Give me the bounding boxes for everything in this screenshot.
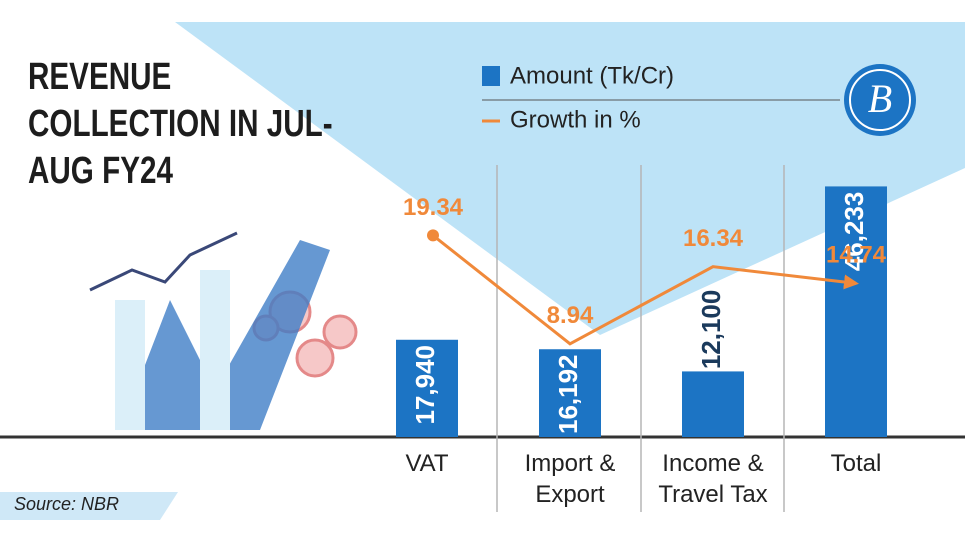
value-label: 14.74 (826, 242, 887, 269)
value-label: 16,192 (553, 354, 583, 434)
value-label: 19.34 (403, 194, 464, 221)
x-tick-label: VAT (405, 450, 449, 477)
value-label: 8.94 (547, 302, 594, 329)
x-tick-label: Import & Export (524, 450, 616, 508)
value-label: 17,940 (410, 345, 440, 425)
value-label: 16.34 (683, 225, 744, 252)
value-label: 12,100 (696, 290, 726, 370)
logo-circle (844, 64, 916, 136)
value-label: 46,233 (839, 192, 869, 272)
logo: B (868, 76, 892, 121)
line-point (427, 229, 439, 242)
line (432, 234, 859, 346)
bar (825, 186, 887, 437)
legend-swatch (482, 66, 500, 86)
x-tick-label: Income & Travel Tax (658, 450, 768, 508)
logo-ring (849, 69, 911, 131)
bar (682, 371, 744, 437)
illustration (89, 231, 358, 430)
chart-title: REVENUE COLLECTION IN JUL-AUG FY24 (28, 56, 333, 192)
legend-label: Amount (Tk/Cr) (510, 62, 674, 89)
bar (539, 349, 601, 437)
source: Source: NBR (14, 494, 120, 514)
source-box (0, 492, 178, 520)
legend-label: Growth in % (510, 106, 641, 133)
bar (396, 339, 458, 437)
x-tick-label: Total (830, 450, 882, 477)
